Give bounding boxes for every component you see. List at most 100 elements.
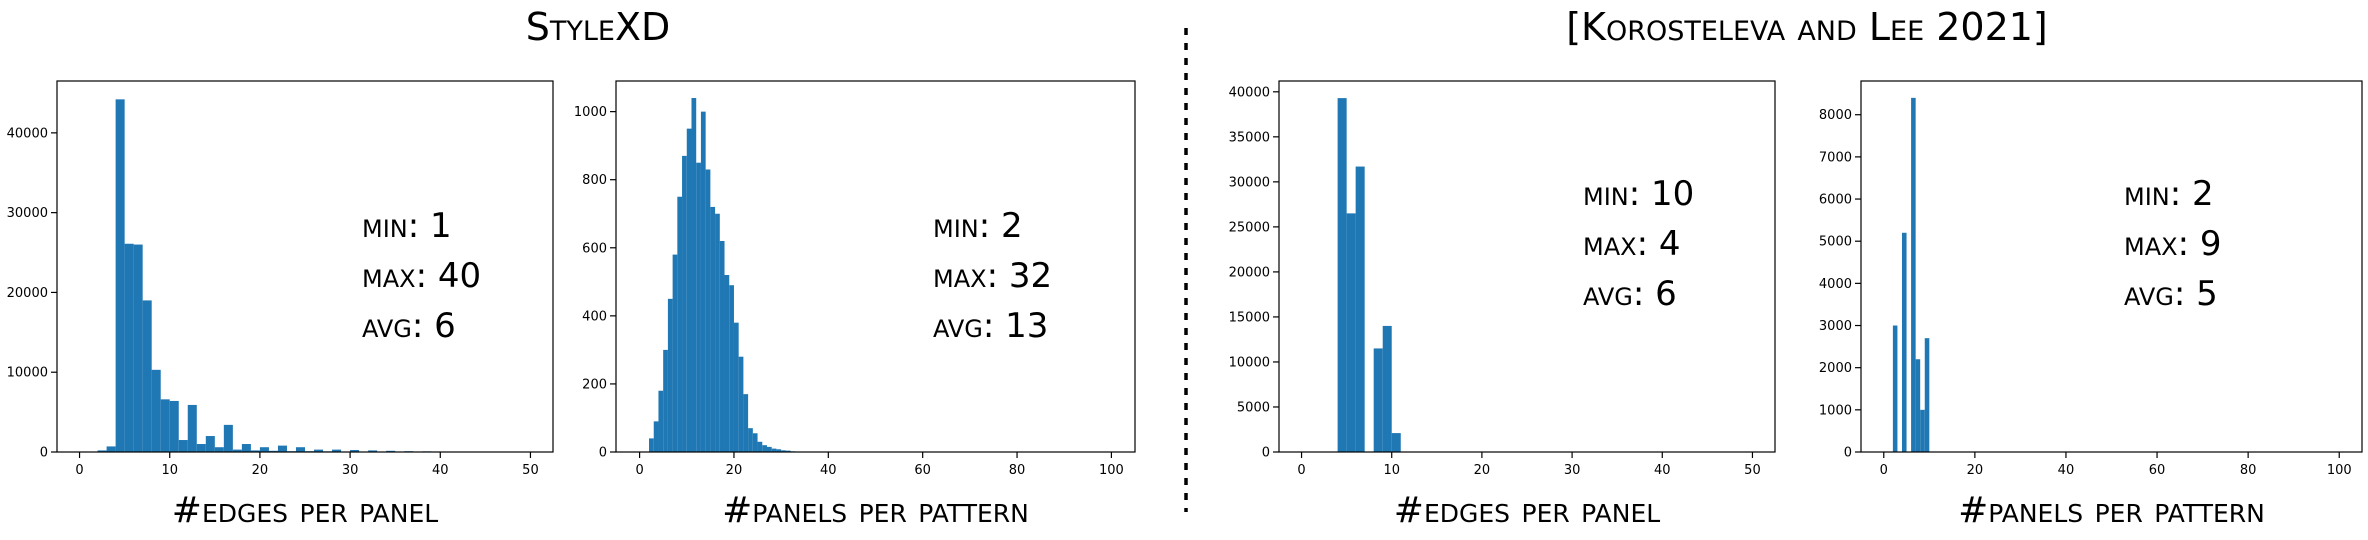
histogram-bar	[187, 404, 197, 452]
y-tick-label: 800	[582, 173, 607, 188]
histogram-bar	[719, 240, 725, 452]
stat-min: min: 1	[362, 206, 452, 246]
histogram-bar	[677, 196, 683, 452]
histogram-bar	[667, 298, 673, 452]
plot-frame	[1860, 80, 2363, 453]
y-tick-label: 400	[582, 309, 607, 324]
histogram-bar	[1901, 232, 1907, 452]
histogram-bar	[277, 445, 287, 452]
stat-min: min: 10	[1583, 174, 1694, 214]
stat-avg: avg: 6	[1583, 274, 1677, 314]
histogram-bar	[672, 254, 678, 452]
histogram-bar	[1391, 433, 1401, 452]
y-tick-label: 30000	[1229, 175, 1270, 190]
histogram-panels-korosteleva: 0 20 40 60 80 1000100020003000400050006000700…	[1819, 80, 2363, 531]
histogram-bar	[686, 128, 692, 452]
y-tick-label: 20000	[7, 286, 48, 301]
histogram-bar	[1346, 213, 1356, 452]
x-tick-label: 30	[1564, 463, 1581, 478]
y-tick-label: 1000	[1819, 403, 1852, 418]
y-tick-label: 40000	[1229, 85, 1270, 100]
histogram-bar	[658, 390, 664, 452]
y-tick-label: 5000	[1237, 400, 1270, 415]
histogram-bar	[649, 438, 654, 452]
histogram-bar	[133, 244, 143, 452]
histogram-bar	[715, 213, 720, 452]
histogram-bar	[151, 369, 161, 452]
y-tick-label: 6000	[1819, 193, 1852, 208]
histogram-bar	[368, 450, 378, 452]
y-tick-label: 0	[1262, 446, 1270, 461]
y-tick-label: 10000	[7, 366, 48, 381]
x-tick-label: 0	[1880, 463, 1888, 478]
histogram-bar	[776, 449, 782, 452]
histogram-bar	[314, 449, 324, 452]
x-tick-label: 80	[1009, 463, 1026, 478]
x-axis-label: #panels per pattern	[722, 490, 1029, 531]
x-tick-label: 40	[820, 463, 837, 478]
y-tick-label: 0	[599, 446, 607, 461]
y-tick-label: 600	[582, 241, 607, 256]
y-tick-label: 2000	[1819, 361, 1852, 376]
plot-frame	[615, 80, 1136, 453]
x-tick-label: 20	[726, 463, 743, 478]
histogram-bar	[214, 447, 224, 452]
y-tick-label: 7000	[1819, 150, 1852, 165]
histogram-bar	[691, 98, 697, 453]
histogram-bar	[97, 450, 107, 452]
stat-avg: avg: 13	[933, 306, 1048, 346]
histogram-bar	[295, 447, 305, 452]
x-tick-label: 0	[75, 463, 83, 478]
histogram-bar	[332, 449, 342, 452]
y-tick-label: 15000	[1229, 310, 1270, 325]
histogram-bar	[653, 421, 659, 452]
y-tick-label: 20000	[1229, 265, 1270, 280]
group-title-stylexd: StyleXD	[526, 5, 671, 49]
y-tick-label: 25000	[1229, 220, 1270, 235]
y-tick-label: 1000	[574, 105, 607, 120]
x-tick-label: 40	[1654, 463, 1671, 478]
x-tick-label: 40	[432, 463, 449, 478]
histogram-bar	[705, 169, 711, 452]
x-tick-label: 20	[1967, 463, 1984, 478]
x-axis-label: #panels per pattern	[1958, 490, 2265, 531]
stat-max: max: 9	[2124, 224, 2221, 264]
x-tick-label: 20	[252, 463, 269, 478]
histogram-bar	[710, 206, 716, 452]
histogram-bar	[771, 448, 777, 452]
y-tick-label: 8000	[1819, 108, 1852, 123]
histogram-bar	[743, 394, 749, 452]
histogram-bar	[115, 99, 125, 452]
x-tick-label: 0	[635, 463, 643, 478]
plot-frame	[1278, 80, 1776, 453]
histogram-bar	[350, 450, 360, 452]
histogram-bar	[1382, 325, 1392, 452]
stat-max: max: 32	[933, 256, 1052, 296]
histogram-edges-stylexd: 0 10 20 30 40 50 0 10000 20000 30000 40000 min: 1 ma…	[7, 80, 554, 531]
histogram-bar	[1915, 359, 1921, 452]
x-tick-label: 80	[2240, 463, 2257, 478]
histogram-bar	[124, 243, 134, 452]
x-tick-label: 50	[1744, 463, 1761, 478]
y-tick-label: 0	[40, 446, 48, 461]
y-tick-label: 5000	[1819, 235, 1852, 250]
histogram-bar	[724, 275, 730, 452]
histogram-bar	[738, 356, 744, 452]
histogram-bar	[1337, 98, 1347, 453]
x-tick-label: 10	[161, 463, 178, 478]
stat-max: max: 40	[362, 256, 481, 296]
y-tick-label: 35000	[1229, 130, 1270, 145]
histogram-bar	[748, 428, 753, 452]
x-axis-label: #edges per panel	[172, 490, 438, 531]
group-title-korosteleva: [Korosteleva and Lee 2021]	[1566, 5, 2048, 49]
histogram-bar	[1911, 97, 1916, 453]
histogram-bar	[700, 111, 706, 452]
histogram-bar	[142, 300, 152, 452]
x-axis-label: #edges per panel	[1394, 490, 1660, 531]
plot-frame	[56, 80, 554, 453]
histogram-bar	[733, 322, 739, 452]
histogram-bar	[752, 433, 758, 452]
y-tick-label: 4000	[1819, 277, 1852, 292]
histogram-bar	[762, 445, 767, 452]
